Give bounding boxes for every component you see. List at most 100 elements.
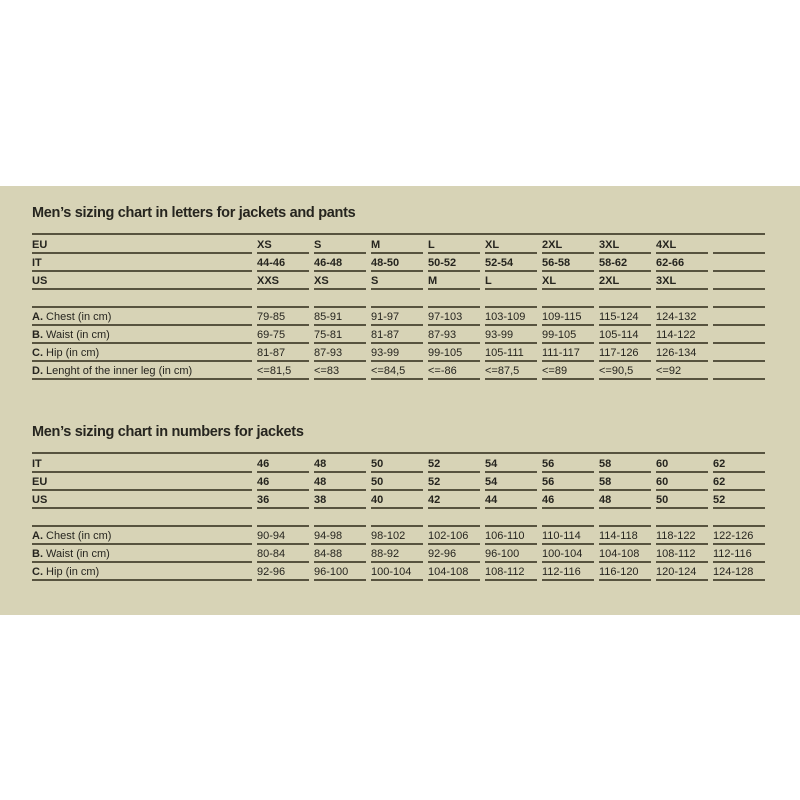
measure-cell: 96-100 bbox=[314, 562, 366, 581]
empty-cell bbox=[32, 289, 252, 308]
size-cell: 52 bbox=[428, 472, 480, 491]
row-label: IT bbox=[32, 253, 252, 272]
empty-cell bbox=[599, 508, 651, 527]
size-cell: 56 bbox=[542, 454, 594, 473]
row-label: US bbox=[32, 490, 252, 509]
size-cell: 60 bbox=[656, 472, 708, 491]
size-cell: 56 bbox=[542, 472, 594, 491]
measurement-row: B. Waist (in cm) 69-75 75-81 81-87 87-93 93-9… bbox=[32, 325, 765, 344]
empty-cell bbox=[713, 289, 765, 308]
size-cell: L bbox=[428, 235, 480, 254]
measure-cell: 91-97 bbox=[371, 307, 423, 326]
measure-cell: <=83 bbox=[314, 361, 366, 380]
size-cell: XL bbox=[542, 271, 594, 290]
measure-cell: 116-120 bbox=[599, 562, 651, 581]
size-cell: 40 bbox=[371, 490, 423, 509]
row-label: D. Lenght of the inner leg (in cm) bbox=[32, 361, 252, 380]
measure-cell: <=-86 bbox=[428, 361, 480, 380]
measure-cell: 93-99 bbox=[485, 325, 537, 344]
size-cell: 54 bbox=[485, 472, 537, 491]
size-cell: 4XL bbox=[656, 235, 708, 254]
size-cell: 48 bbox=[314, 454, 366, 473]
measure-cell: 117-126 bbox=[599, 343, 651, 362]
measure-cell: 114-118 bbox=[599, 526, 651, 545]
size-cell: 46-48 bbox=[314, 253, 366, 272]
measure-cell bbox=[713, 325, 765, 344]
row-label-text: Lenght of the inner leg (in cm) bbox=[43, 365, 193, 377]
size-cell: 42 bbox=[428, 490, 480, 509]
row-label: C. Hip (in cm) bbox=[32, 343, 252, 362]
measure-cell: 81-87 bbox=[371, 325, 423, 344]
measure-cell: 126-134 bbox=[656, 343, 708, 362]
size-cell: S bbox=[314, 235, 366, 254]
table-title: Men’s sizing chart in numbers for jacket… bbox=[32, 424, 304, 440]
row-label: B. Waist (in cm) bbox=[32, 325, 252, 344]
empty-cell bbox=[32, 508, 252, 527]
size-cell: 58-62 bbox=[599, 253, 651, 272]
size-cell: XL bbox=[485, 235, 537, 254]
size-cell: 48-50 bbox=[371, 253, 423, 272]
size-cell: 58 bbox=[599, 454, 651, 473]
row-label-text: Waist (in cm) bbox=[43, 548, 110, 560]
measure-cell: 84-88 bbox=[314, 544, 366, 563]
measure-cell: 88-92 bbox=[371, 544, 423, 563]
size-cell: 56-58 bbox=[542, 253, 594, 272]
row-label: US bbox=[32, 271, 252, 290]
empty-cell bbox=[485, 289, 537, 308]
empty-cell bbox=[542, 289, 594, 308]
measure-cell: 124-132 bbox=[656, 307, 708, 326]
row-label: A. Chest (in cm) bbox=[32, 307, 252, 326]
size-cell: L bbox=[485, 271, 537, 290]
measurement-row: B. Waist (in cm) 80-84 84-88 88-92 92-96 96-1… bbox=[32, 544, 765, 563]
measure-cell: 102-106 bbox=[428, 526, 480, 545]
measure-cell: 87-93 bbox=[314, 343, 366, 362]
size-cell: 60 bbox=[656, 454, 708, 473]
measure-cell: 100-104 bbox=[542, 544, 594, 563]
numbers-size-table: Men’s sizing chart in numbers for jacket… bbox=[32, 424, 765, 581]
spacer-row bbox=[32, 508, 765, 527]
row-letter: A. bbox=[32, 530, 43, 542]
measure-cell: 69-75 bbox=[257, 325, 309, 344]
measure-cell: 108-112 bbox=[485, 562, 537, 581]
size-cell bbox=[713, 235, 765, 254]
measure-cell: 124-128 bbox=[713, 562, 765, 581]
table-top-rule bbox=[32, 452, 765, 454]
size-cell: 50 bbox=[656, 490, 708, 509]
measure-cell: <=89 bbox=[542, 361, 594, 380]
size-cell: 52-54 bbox=[485, 253, 537, 272]
size-cell: 46 bbox=[542, 490, 594, 509]
size-cell: M bbox=[428, 271, 480, 290]
measure-cell: <=84,5 bbox=[371, 361, 423, 380]
size-cell: 3XL bbox=[599, 235, 651, 254]
size-cell: 44 bbox=[485, 490, 537, 509]
size-cell: 50-52 bbox=[428, 253, 480, 272]
measure-cell bbox=[713, 343, 765, 362]
empty-cell bbox=[542, 508, 594, 527]
size-cell: 54 bbox=[485, 454, 537, 473]
measure-cell: 108-112 bbox=[656, 544, 708, 563]
size-cell: XS bbox=[257, 235, 309, 254]
measure-cell bbox=[713, 307, 765, 326]
size-cell: 2XL bbox=[599, 271, 651, 290]
size-cell: 50 bbox=[371, 454, 423, 473]
row-letter: D. bbox=[32, 365, 43, 377]
row-label-text: Chest (in cm) bbox=[43, 311, 112, 323]
empty-cell bbox=[371, 289, 423, 308]
size-cell: 3XL bbox=[656, 271, 708, 290]
measure-cell: 98-102 bbox=[371, 526, 423, 545]
measure-cell: 114-122 bbox=[656, 325, 708, 344]
header-row-it: IT 46 48 50 52 54 56 58 60 62 bbox=[32, 454, 765, 473]
header-row-eu: EU XS S M L XL 2XL 3XL 4XL bbox=[32, 235, 765, 254]
size-cell bbox=[713, 253, 765, 272]
measure-cell bbox=[713, 361, 765, 380]
measure-cell: 93-99 bbox=[371, 343, 423, 362]
measure-cell: 112-116 bbox=[713, 544, 765, 563]
measure-cell: 97-103 bbox=[428, 307, 480, 326]
size-cell: 48 bbox=[314, 472, 366, 491]
measure-cell: 79-85 bbox=[257, 307, 309, 326]
size-cell: 2XL bbox=[542, 235, 594, 254]
header-row-us: US 36 38 40 42 44 46 48 50 52 bbox=[32, 490, 765, 509]
measure-cell: <=87,5 bbox=[485, 361, 537, 380]
measurement-row: C. Hip (in cm) 92-96 96-100 100-104 104-108 1… bbox=[32, 562, 765, 581]
measure-cell: 87-93 bbox=[428, 325, 480, 344]
